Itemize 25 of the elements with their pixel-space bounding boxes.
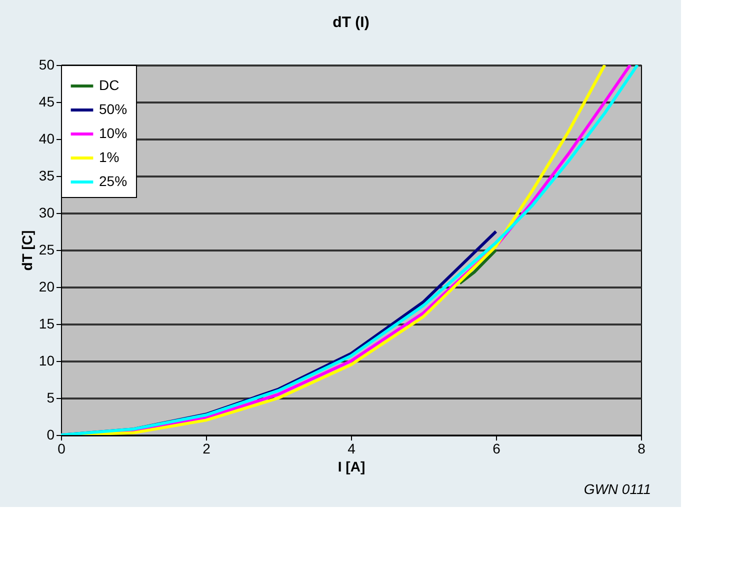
y-tick-label: 30: [38, 204, 55, 220]
y-tick-label: 50: [38, 56, 55, 72]
x-axis-title: I [A]: [338, 458, 366, 474]
y-tick-label: 25: [38, 242, 55, 258]
x-tick-label: 8: [638, 440, 646, 456]
legend-label: 25%: [99, 173, 128, 189]
legend-label: DC: [99, 77, 120, 93]
chart-title: dT (I): [332, 14, 370, 31]
legend-label: 1%: [99, 149, 120, 165]
legend-label: 50%: [99, 101, 128, 117]
y-tick-label: 5: [46, 390, 55, 406]
x-tick-label: 0: [58, 440, 66, 456]
y-axis-title: dT [C]: [18, 230, 35, 271]
x-tick-label: 4: [348, 440, 356, 456]
x-tick-label: 6: [492, 440, 501, 456]
y-tick-label: 35: [38, 168, 55, 184]
legend-label: 10%: [99, 125, 128, 141]
y-tick-label: 0: [46, 426, 55, 442]
y-tick-label: 40: [38, 130, 55, 146]
y-tick-label: 10: [38, 352, 55, 368]
x-tick-label: 2: [202, 440, 211, 456]
y-tick-label: 20: [38, 278, 55, 294]
y-tick-label: 45: [38, 94, 55, 110]
text: GWN 0111: [584, 481, 651, 497]
y-tick-label: 15: [38, 316, 55, 332]
